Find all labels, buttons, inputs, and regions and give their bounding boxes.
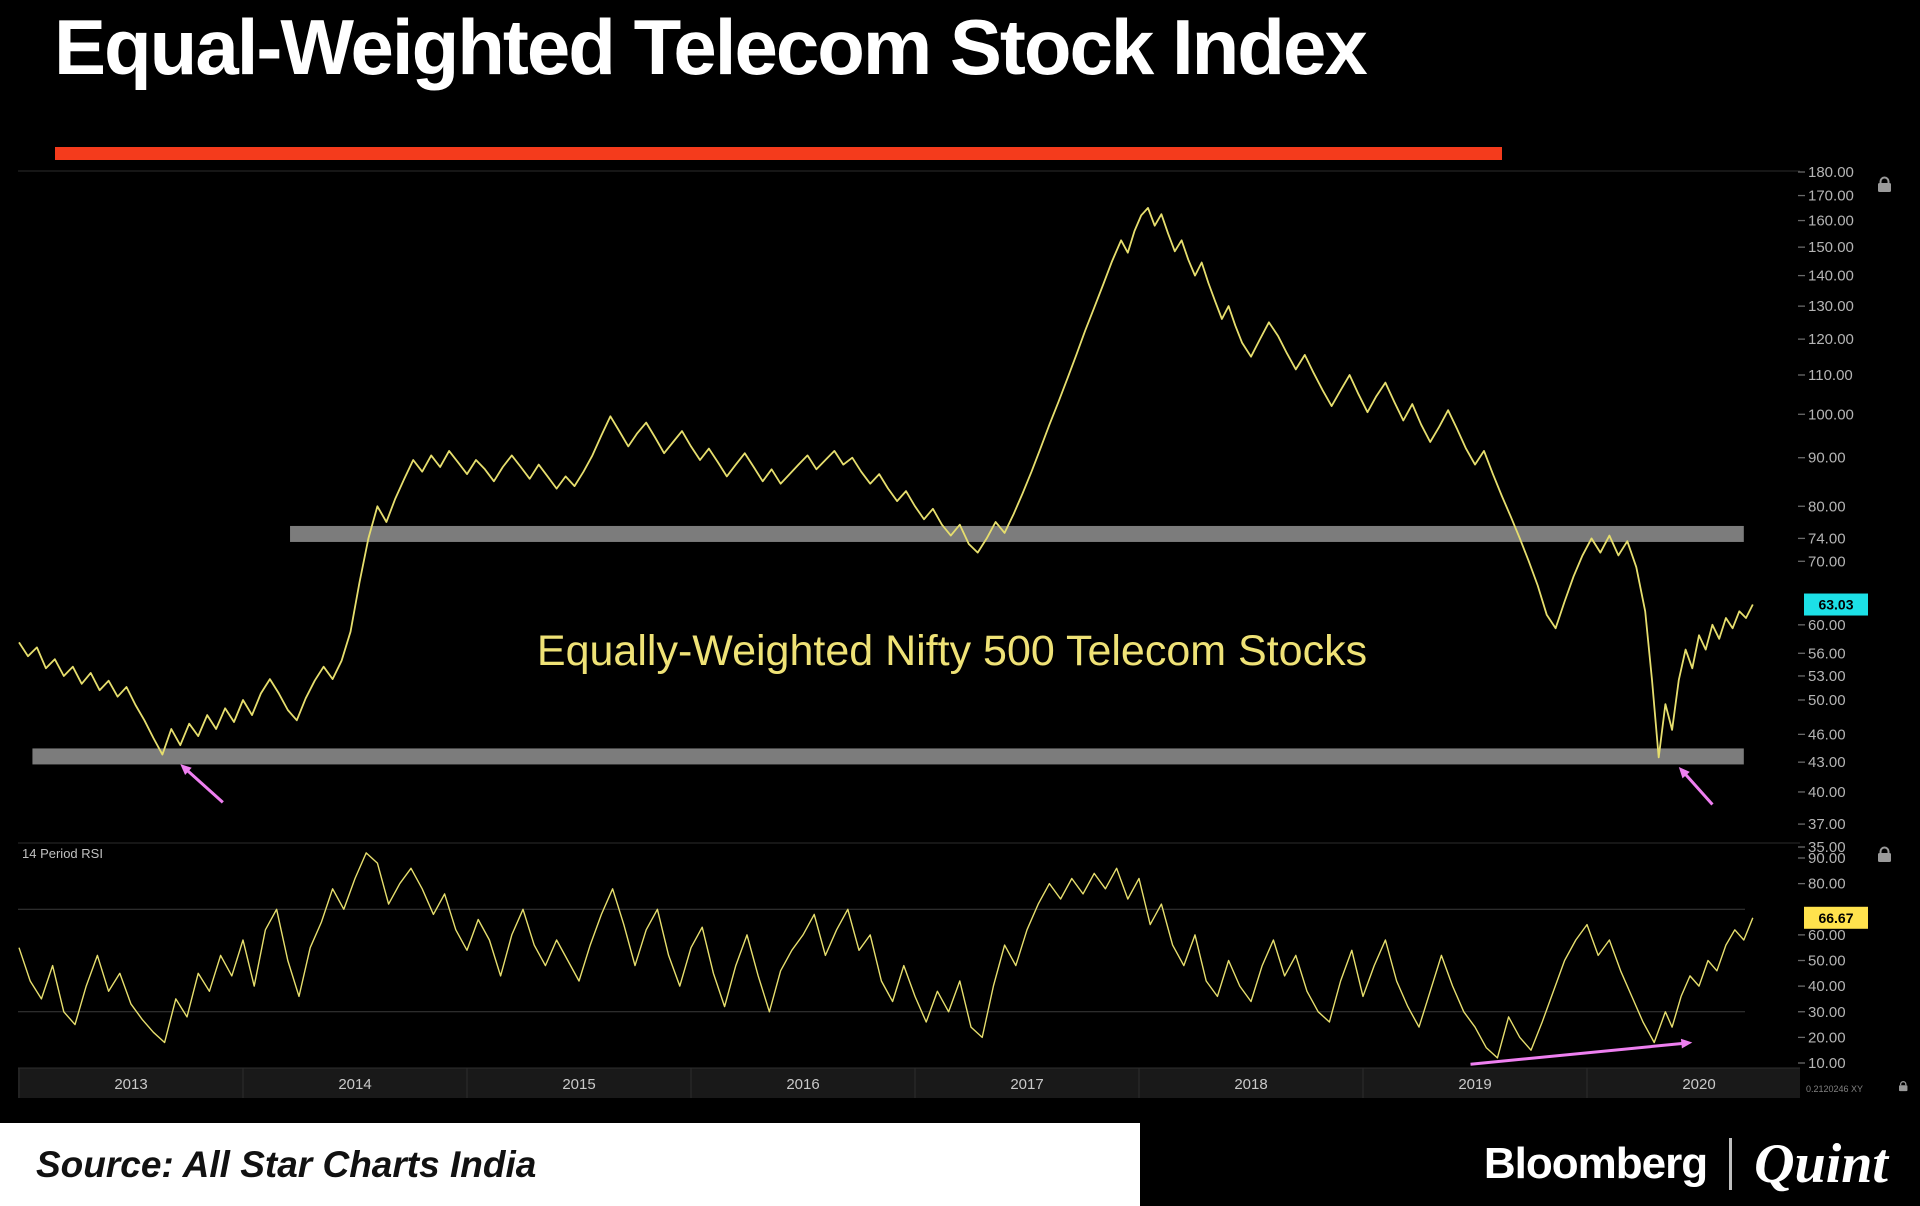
- support-resistance-bands: [32, 525, 1744, 765]
- last-value-badge: [1804, 593, 1868, 616]
- year-label: 2020: [1682, 1076, 1715, 1093]
- arrow-head: [1680, 1038, 1693, 1049]
- title-underline: [55, 147, 1502, 160]
- year-label: 2015: [562, 1076, 595, 1093]
- brand-separator: [1729, 1138, 1733, 1190]
- arrow-head: [1678, 767, 1690, 779]
- axis-tick-label: 53.00: [1808, 668, 1846, 685]
- axis-tick-label: 35.00: [1808, 839, 1846, 856]
- axis-tick-label: 110.00: [1808, 367, 1853, 384]
- axis-tick-label: 80.00: [1808, 876, 1846, 893]
- rsi-panel-label: 14 Period RSI: [22, 846, 103, 861]
- annotation-arrows: [180, 764, 1714, 1066]
- axis-tick-label: 10.00: [1808, 1055, 1846, 1072]
- axis-tick-label: 60.00: [1808, 927, 1846, 944]
- axis-tick-label: 20.00: [1808, 1029, 1846, 1046]
- grid-lines: [18, 170, 1800, 1013]
- year-label: 2013: [114, 1076, 147, 1093]
- axis-tick-label: 70.00: [1808, 553, 1846, 570]
- axis-tick-label: 74.00: [1808, 530, 1846, 547]
- scale-lock-icons[interactable]: [1878, 176, 1908, 1092]
- chart-annotation-label: Equally-Weighted Nifty 500 Telecom Stock…: [537, 627, 1367, 675]
- axis-tick-label: 50.00: [1808, 953, 1846, 970]
- last-value-text: 63.03: [1818, 597, 1853, 613]
- axis-tick-label: 150.00: [1808, 239, 1854, 256]
- year-label: 2016: [786, 1076, 819, 1093]
- axis-tick-label: 40.00: [1808, 978, 1846, 995]
- axis-tick-label: 120.00: [1808, 331, 1854, 348]
- axis-tick-label: 50.00: [1808, 692, 1846, 709]
- rsi-line: [18, 852, 1754, 1059]
- rsi-axis-scale[interactable]: 90.00 80.00 60.00 50.00 40.00 30.00 20.00 10.00…: [1798, 850, 1868, 1072]
- price-series: [18, 206, 1754, 759]
- axis-tick-label: 56.00: [1808, 645, 1846, 662]
- arrow-shaft: [1470, 1041, 1684, 1066]
- axis-misc-label: 0.2120246 XY: [1806, 1084, 1863, 1094]
- brand-lockup: Bloomberg Quint: [1484, 1129, 1888, 1199]
- quint-logo: Quint: [1754, 1133, 1888, 1195]
- year-label: 2014: [338, 1076, 371, 1093]
- year-label: 2019: [1458, 1076, 1491, 1093]
- axis-tick-label: 40.00: [1808, 784, 1846, 801]
- last-value-text: 66.67: [1818, 910, 1853, 926]
- axis-tick-label: 60.00: [1808, 617, 1846, 634]
- lock-icon: [1878, 176, 1891, 192]
- axis-tick-label: 43.00: [1808, 754, 1846, 771]
- axis-tick-label: 170.00: [1808, 188, 1854, 205]
- source-credit: Source: All Star Charts India: [36, 1143, 537, 1185]
- arrow-head: [180, 764, 192, 775]
- axis-tick-label: 90.00: [1808, 850, 1846, 867]
- arrow-shaft: [1683, 772, 1714, 806]
- axis-tick-label: 130.00: [1808, 298, 1854, 315]
- source-strip: Source: All Star Charts India: [0, 1123, 1140, 1206]
- axis-tick-label: 140.00: [1808, 268, 1854, 285]
- year-label: 2017: [1010, 1076, 1043, 1093]
- price-axis-scale[interactable]: 180.00 170.00 160.00 150.00 140.00 130.00 120.…: [1798, 164, 1868, 856]
- axis-tick-label: 180.00: [1808, 164, 1854, 181]
- rsi-series: [18, 852, 1754, 1059]
- axis-tick-label: 30.00: [1808, 1004, 1846, 1021]
- axis-tick-label: 46.00: [1808, 726, 1846, 743]
- price-band: [290, 525, 1744, 542]
- price-line: [18, 206, 1754, 759]
- lock-icon: [1899, 1081, 1908, 1092]
- axis-tick-label: 90.00: [1808, 450, 1846, 467]
- bloomberg-logo: Bloomberg: [1483, 1139, 1708, 1188]
- axis-tick-label: 100.00: [1808, 406, 1854, 423]
- year-label: 2018: [1234, 1076, 1267, 1093]
- last-value-badge: [1804, 906, 1868, 929]
- axis-tick-label: 37.00: [1808, 816, 1846, 833]
- x-axis: 2013 2014 2015 2016 2017 2018 2019 2020: [18, 1067, 1800, 1098]
- page-title: Equal-Weighted Telecom Stock Index: [54, 3, 1368, 91]
- arrow-shaft: [185, 768, 224, 804]
- axis-tick-label: 80.00: [1808, 498, 1846, 515]
- lock-icon: [1878, 846, 1891, 862]
- footer-bar: Source: All Star Charts India Bloomberg …: [0, 1123, 1920, 1206]
- price-band: [32, 748, 1744, 765]
- axis-tick-label: 160.00: [1808, 213, 1854, 230]
